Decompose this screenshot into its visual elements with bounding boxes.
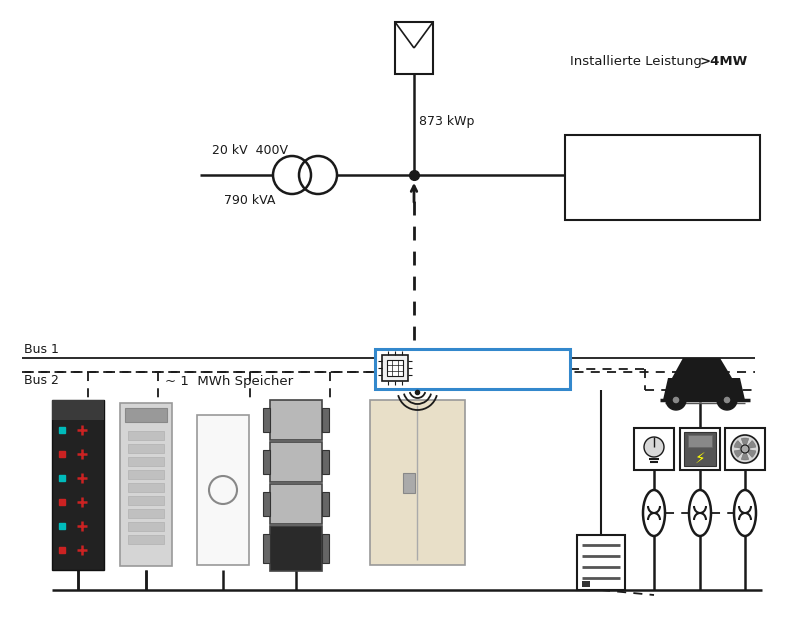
- Bar: [322, 450, 329, 474]
- Bar: [370, 400, 465, 565]
- Bar: [263, 408, 270, 432]
- Bar: [270, 526, 322, 571]
- Bar: [263, 492, 270, 516]
- Bar: [128, 431, 164, 440]
- Bar: [52, 400, 104, 420]
- Text: ⚡: ⚡: [694, 450, 705, 465]
- Wedge shape: [735, 449, 745, 457]
- Wedge shape: [735, 440, 745, 449]
- Wedge shape: [741, 438, 749, 449]
- Circle shape: [672, 396, 680, 404]
- Bar: [263, 534, 270, 563]
- Circle shape: [723, 396, 731, 404]
- Bar: [270, 442, 322, 482]
- Text: 20 kV  400V: 20 kV 400V: [212, 144, 288, 157]
- Bar: [120, 403, 172, 566]
- Text: Installierte Leistung: Installierte Leistung: [570, 55, 706, 68]
- Bar: [128, 483, 164, 492]
- Bar: [128, 496, 164, 505]
- Circle shape: [731, 435, 759, 463]
- Bar: [270, 484, 322, 524]
- Bar: [128, 444, 164, 453]
- Bar: [52, 400, 104, 570]
- Circle shape: [644, 437, 664, 457]
- Bar: [197, 415, 249, 565]
- Bar: [128, 535, 164, 544]
- Wedge shape: [741, 449, 749, 460]
- Circle shape: [741, 445, 749, 453]
- Bar: [634, 428, 674, 470]
- Bar: [382, 355, 408, 381]
- Bar: [577, 535, 625, 590]
- Text: EMS: EMS: [415, 363, 440, 376]
- Bar: [725, 428, 765, 470]
- Bar: [322, 492, 329, 516]
- Text: >4MW: >4MW: [700, 55, 748, 68]
- Text: 873 kWp: 873 kWp: [419, 115, 474, 128]
- Bar: [395, 22, 433, 74]
- Bar: [263, 450, 270, 474]
- Bar: [375, 349, 570, 389]
- Bar: [582, 581, 590, 587]
- Wedge shape: [745, 440, 756, 449]
- Circle shape: [717, 390, 737, 410]
- Bar: [403, 472, 416, 493]
- Polygon shape: [672, 358, 732, 378]
- Bar: [322, 534, 329, 563]
- Ellipse shape: [689, 490, 711, 536]
- Bar: [684, 432, 716, 466]
- Bar: [387, 360, 403, 376]
- Text: Batterie- Prüf- und
Entwicklungszentrum
„Haidhaus“: Batterie- Prüf- und Entwicklungszentrum …: [599, 152, 727, 203]
- Text: ~ 1  MWh Speicher: ~ 1 MWh Speicher: [165, 375, 294, 388]
- Bar: [565, 135, 760, 220]
- Ellipse shape: [643, 490, 665, 536]
- Text: Bus 2: Bus 2: [24, 374, 59, 387]
- Ellipse shape: [734, 490, 756, 536]
- Bar: [128, 509, 164, 518]
- Bar: [125, 408, 167, 422]
- Bar: [128, 457, 164, 466]
- Text: Controller: Controller: [415, 374, 473, 387]
- Wedge shape: [745, 449, 756, 457]
- Bar: [128, 470, 164, 479]
- Bar: [270, 400, 322, 440]
- Bar: [688, 435, 712, 447]
- Circle shape: [666, 390, 686, 410]
- Bar: [680, 428, 720, 470]
- Bar: [128, 522, 164, 531]
- Bar: [322, 408, 329, 432]
- Text: 790 kVA: 790 kVA: [224, 194, 275, 207]
- Text: Bus 1: Bus 1: [24, 343, 59, 356]
- Polygon shape: [663, 378, 745, 400]
